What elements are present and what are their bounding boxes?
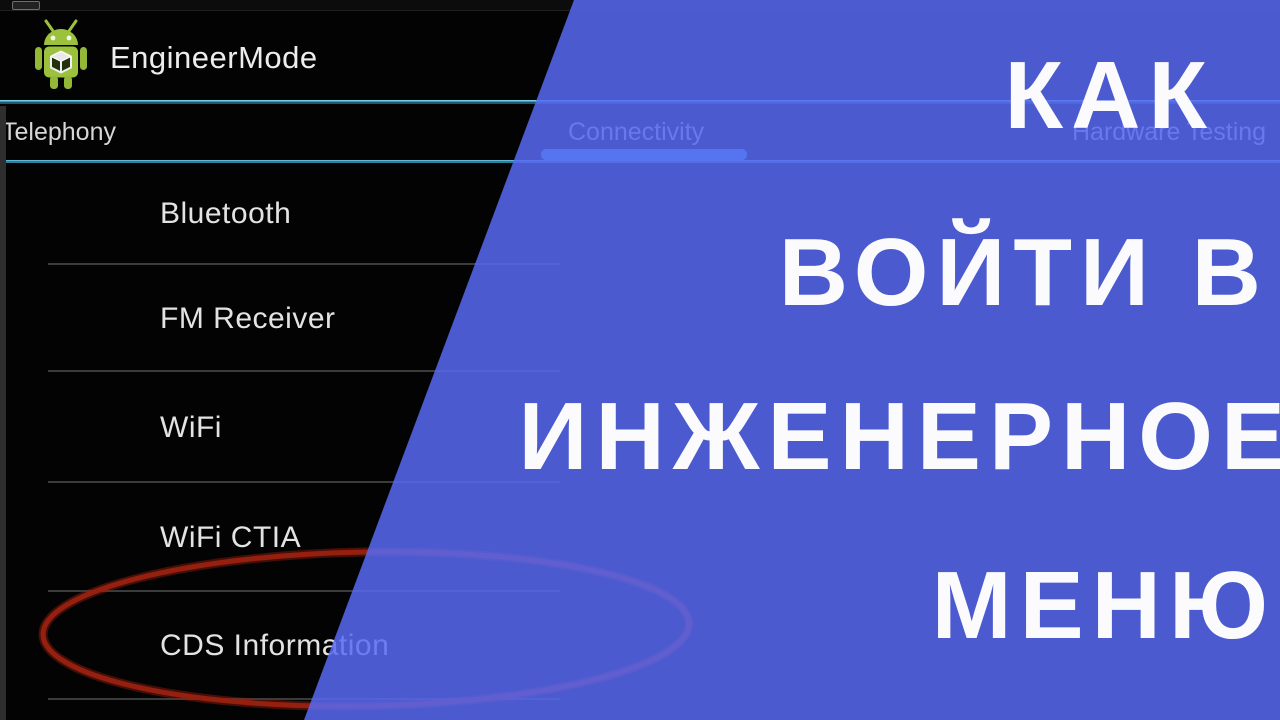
tab-telephony[interactable]: Telephony: [2, 118, 116, 146]
list-item-label: WiFi: [160, 410, 222, 444]
app-title: EngineerMode: [110, 40, 318, 75]
list-item-label: FM Receiver: [160, 301, 336, 335]
status-bar-notch: [12, 1, 40, 10]
status-bar-divider: [0, 10, 572, 11]
list-divider: [48, 263, 560, 265]
screen-left-edge: [0, 106, 6, 720]
list-item-label: WiFi CTIA: [160, 520, 302, 554]
list-divider: [48, 481, 560, 483]
package-cube-icon: [49, 50, 73, 74]
list-divider: [48, 370, 560, 372]
list-item-label: Bluetooth: [160, 197, 292, 230]
list-item-fm-receiver[interactable]: FM Receiver: [0, 265, 720, 372]
android-robot-icon: [35, 19, 87, 89]
list-item-bluetooth[interactable]: Bluetooth: [0, 163, 720, 265]
list-item-wifi[interactable]: WiFi: [0, 372, 720, 483]
